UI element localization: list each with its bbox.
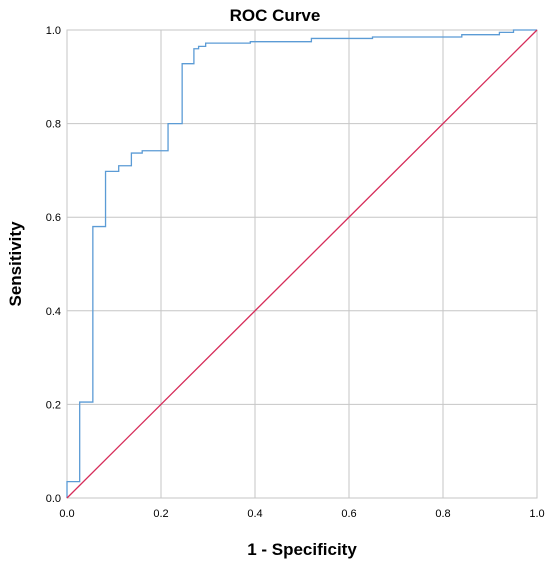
roc-curve-line [66, 29, 537, 498]
y-tick-label-5: 1.0 [46, 25, 61, 37]
y-tick-label-4: 0.8 [46, 119, 61, 131]
y-tick-label-2: 0.4 [46, 306, 61, 318]
y-tick-label-1: 0.2 [46, 399, 61, 411]
chart-title: ROC Curve [230, 6, 321, 25]
x-tick-label-3: 0.6 [341, 508, 356, 520]
x-tick-label-1: 0.2 [153, 508, 168, 520]
plot-frame [66, 29, 538, 499]
y-tick-label-0: 0.0 [46, 493, 61, 505]
y-axis-label: Sensitivity [6, 221, 25, 307]
x-tick-label-2: 0.4 [247, 508, 262, 520]
series-layer [66, 29, 538, 499]
y-tick-label-3: 0.6 [46, 212, 61, 224]
y-tick-labels: 0.0 0.2 0.4 0.6 0.8 1.0 [46, 25, 61, 505]
x-tick-label-5: 1.0 [529, 508, 544, 520]
x-tick-labels: 0.0 0.2 0.4 0.6 0.8 1.0 [59, 508, 544, 520]
x-tick-label-0: 0.0 [59, 508, 74, 520]
x-tick-label-4: 0.8 [435, 508, 450, 520]
reference-diagonal-line [66, 29, 538, 499]
x-axis-label: 1 - Specificity [247, 540, 357, 559]
